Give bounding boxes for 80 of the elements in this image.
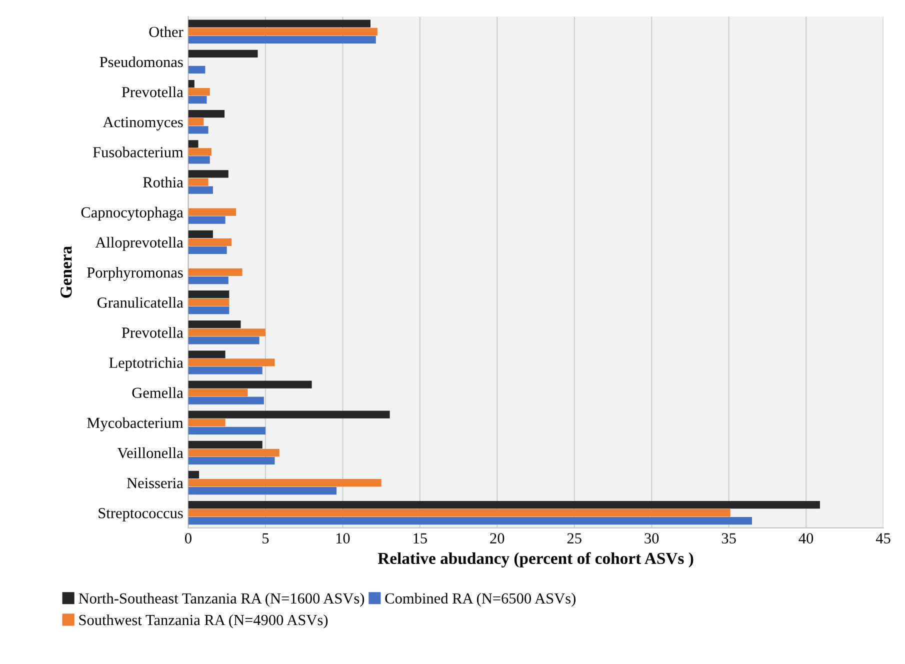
bar bbox=[188, 320, 241, 328]
bar bbox=[188, 186, 213, 194]
bar bbox=[188, 178, 208, 186]
bar bbox=[188, 208, 236, 216]
bar bbox=[188, 238, 232, 246]
bar bbox=[188, 290, 230, 298]
x-tick-label: 0 bbox=[185, 533, 192, 544]
bar bbox=[188, 20, 370, 28]
bar bbox=[188, 358, 275, 366]
y-tick-label: Porphyromonas bbox=[87, 266, 183, 281]
x-tick-label: 20 bbox=[490, 533, 504, 544]
y-tick-label: Capnocytophaga bbox=[81, 206, 184, 221]
y-tick-label: Granulicatella bbox=[97, 297, 184, 308]
bar bbox=[188, 80, 194, 88]
y-tick-label: Streptococcus bbox=[98, 508, 183, 522]
bar bbox=[188, 456, 275, 465]
y-tick-label: Actinomyces bbox=[102, 117, 183, 130]
y-axis-title: Genera bbox=[60, 246, 72, 298]
legend-label: Combined RA (N=6500 ASVs) bbox=[385, 592, 576, 607]
y-tick-label: Pseudomonas bbox=[100, 56, 183, 68]
x-tick-label: 25 bbox=[567, 533, 582, 544]
y-tick-label: Veillonella bbox=[117, 447, 184, 458]
y-tick-label: Leptotrichia bbox=[109, 357, 184, 372]
y-tick-label: Neisseria bbox=[126, 478, 184, 488]
bar bbox=[188, 418, 226, 426]
bar bbox=[188, 426, 266, 434]
bar bbox=[188, 298, 230, 306]
x-tick-label: 10 bbox=[336, 533, 350, 544]
bar bbox=[188, 276, 228, 284]
bar bbox=[188, 470, 200, 479]
bar bbox=[188, 448, 280, 456]
y-tick-label: Mycobacterium bbox=[87, 417, 184, 432]
bar bbox=[188, 246, 227, 254]
bar bbox=[188, 501, 820, 509]
y-tick-label: Fusobacterium bbox=[93, 146, 184, 158]
bar bbox=[188, 126, 208, 134]
bar bbox=[188, 88, 210, 96]
bar bbox=[188, 216, 226, 224]
bar bbox=[188, 336, 260, 344]
x-tick-label: 5 bbox=[262, 533, 269, 544]
y-tick-label: Gemella bbox=[132, 387, 184, 398]
bar bbox=[188, 410, 390, 418]
bar bbox=[188, 170, 228, 178]
bar bbox=[188, 268, 242, 276]
bar bbox=[188, 118, 204, 126]
y-tick-label: Prevotella bbox=[122, 327, 184, 338]
bar bbox=[188, 366, 262, 374]
bar bbox=[188, 66, 206, 74]
bar bbox=[188, 478, 382, 487]
bar bbox=[188, 140, 198, 148]
bar bbox=[188, 388, 248, 396]
bar bbox=[188, 148, 212, 156]
y-tick-label: Prevotella bbox=[122, 86, 184, 98]
x-tick-label: 30 bbox=[644, 533, 659, 544]
bar bbox=[188, 328, 266, 336]
bar bbox=[188, 50, 258, 58]
bar bbox=[188, 28, 378, 36]
x-tick-label: 15 bbox=[414, 533, 427, 544]
bar bbox=[188, 36, 376, 44]
bar bbox=[188, 380, 312, 388]
bar bbox=[188, 306, 230, 314]
y-tick-label: Rothia bbox=[143, 176, 184, 188]
bar bbox=[188, 350, 226, 358]
bar bbox=[188, 440, 262, 448]
y-tick-label: Other bbox=[149, 26, 184, 38]
bar bbox=[188, 96, 207, 104]
bar bbox=[188, 396, 264, 404]
bar bbox=[188, 486, 337, 495]
x-tick-label: 40 bbox=[798, 533, 814, 544]
bar bbox=[188, 230, 213, 238]
bar bbox=[188, 509, 730, 517]
y-tick-label: Alloprevotella bbox=[95, 236, 184, 251]
legend-label: North-Southeast Tanzania RA (N=1600 ASVs) bbox=[78, 592, 364, 607]
legend-label: Southwest Tanzania RA (N=4900 ASVs) bbox=[79, 614, 328, 628]
bar bbox=[188, 517, 752, 525]
bar bbox=[188, 156, 210, 164]
x-tick-label: 45 bbox=[876, 533, 890, 544]
bar bbox=[188, 110, 225, 118]
x-tick-label: 35 bbox=[722, 533, 736, 544]
x-axis-title: Relative abudancy (percent of cohort ASVs ) bbox=[378, 552, 694, 568]
